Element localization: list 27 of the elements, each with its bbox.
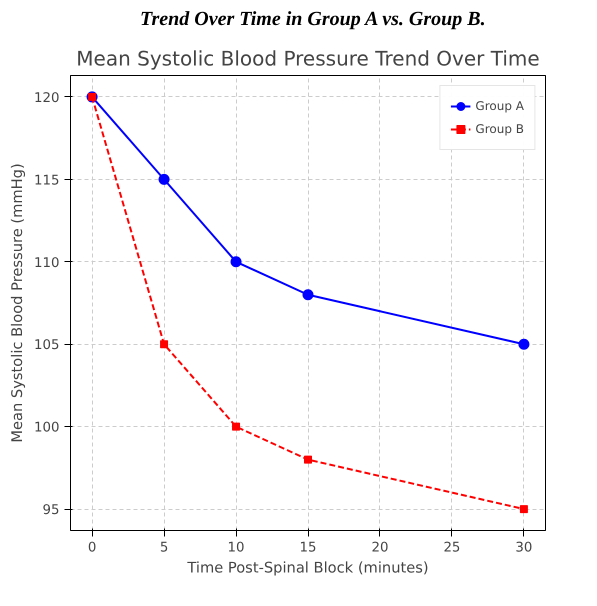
point: [518, 338, 530, 350]
x-tick-label: 30: [515, 540, 532, 556]
legend-label: Group B: [475, 122, 524, 136]
legend-label: Group A: [475, 98, 524, 113]
x-tick-label: 0: [88, 540, 96, 556]
y-tick-label: 95: [42, 502, 60, 518]
x-tick-label: 5: [160, 540, 168, 556]
point: [302, 288, 314, 300]
x-tick-label: 25: [443, 540, 460, 556]
point: [520, 504, 528, 513]
y-tick-label: 110: [34, 255, 60, 270]
point: [158, 173, 170, 184]
x-tick-label: 10: [228, 540, 245, 556]
point: [232, 422, 240, 430]
x-tick-label: 15: [300, 540, 316, 556]
x-tick-label: 20: [371, 540, 388, 556]
y-tick-label: 115: [34, 172, 60, 188]
y-tick-label: 120: [34, 90, 60, 106]
y-tick-label: 100: [34, 420, 60, 436]
text: Trend Over Time in Group A vs. Group B.: [140, 7, 486, 32]
chart-title: Mean Systolic Blood Pressure Trend Over Time: [76, 46, 540, 70]
point: [160, 340, 168, 348]
point: [304, 455, 312, 464]
x-axis-title: Time Post-Spinal Block (minutes): [186, 559, 429, 576]
point: [230, 256, 242, 267]
y-tick-label: 105: [34, 338, 60, 353]
y-axis-title: Mean Systolic Blood Pressure (mmHg): [9, 162, 26, 442]
